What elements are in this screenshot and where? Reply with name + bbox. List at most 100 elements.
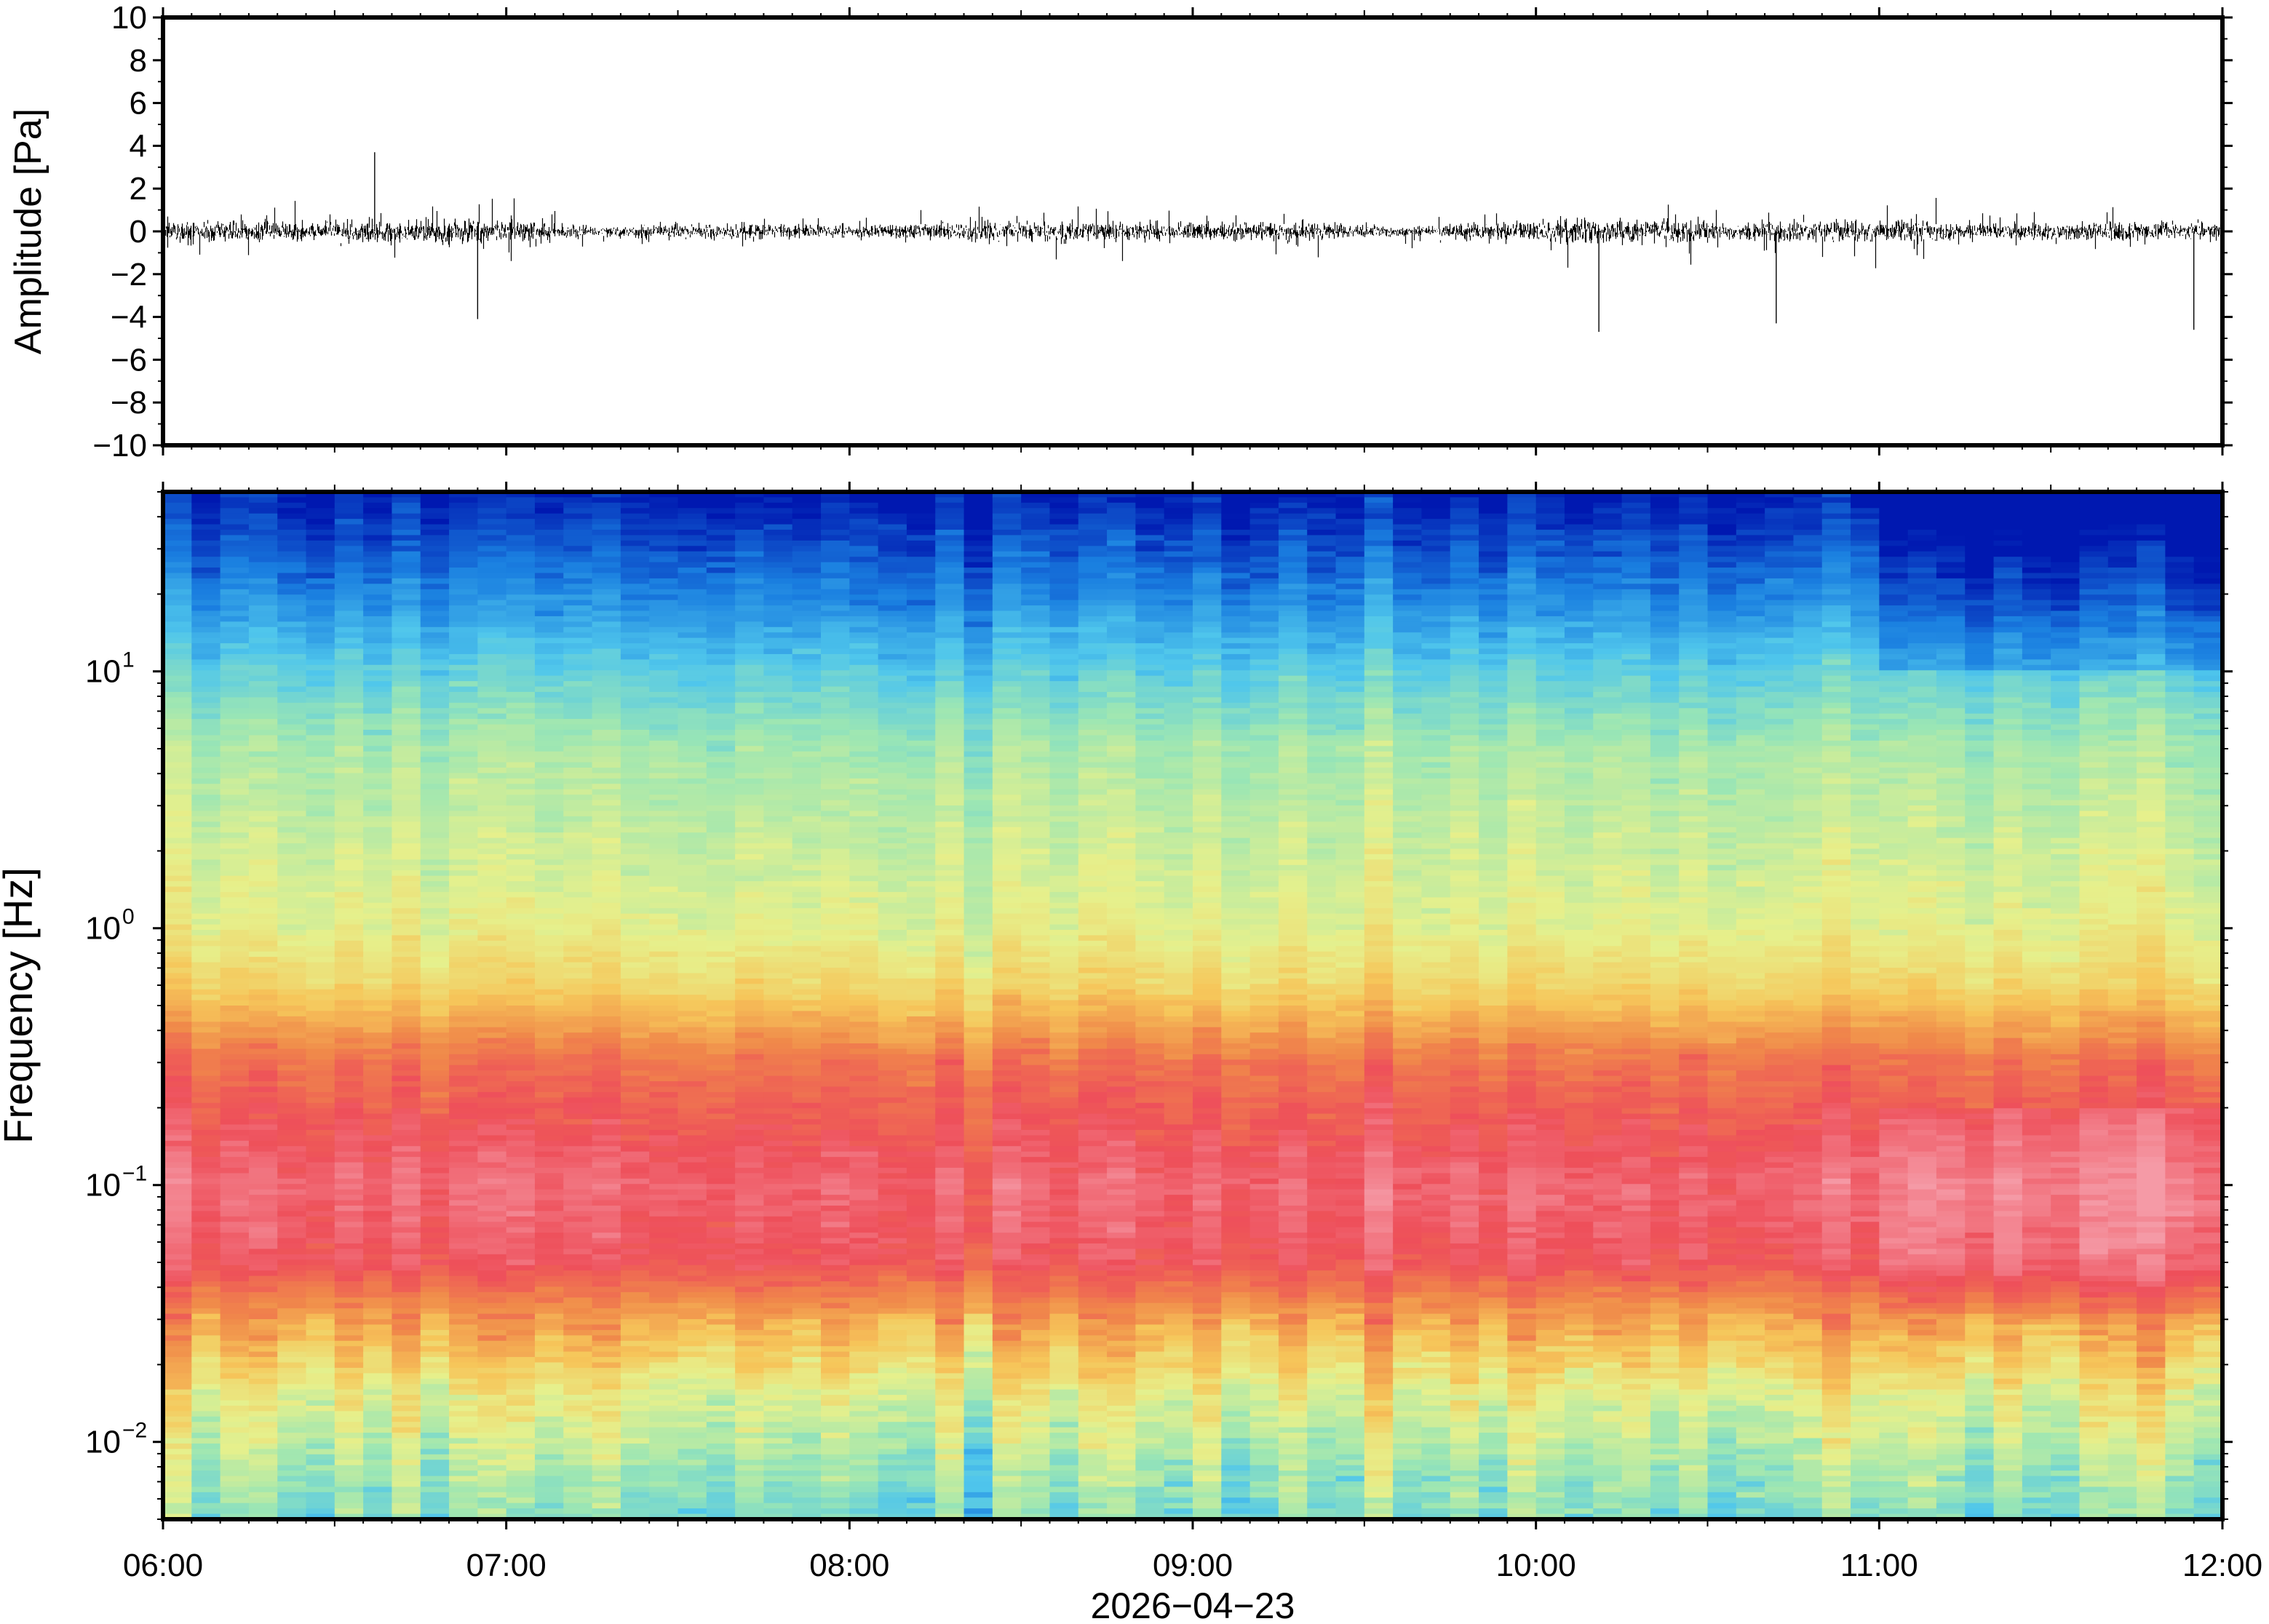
spectrogram-cell <box>763 919 793 926</box>
spectrogram-cell <box>792 1070 822 1077</box>
spectrogram-cell <box>163 1411 192 1417</box>
spectrogram-cell <box>534 1162 564 1169</box>
spectrogram-cell <box>392 729 421 736</box>
spectrogram-cell <box>277 1384 307 1390</box>
spectrogram-cell <box>649 568 679 574</box>
spectrogram-cell <box>220 610 250 617</box>
spectrogram-cell <box>620 557 650 563</box>
spectrogram-cell <box>449 702 478 709</box>
spectrogram-cell <box>620 935 650 942</box>
spectrogram-cell <box>763 664 793 671</box>
spectrogram-cell <box>592 870 621 877</box>
spectrogram-cell <box>420 1492 450 1498</box>
spectrogram-cell <box>849 1222 879 1228</box>
spectrogram-cell <box>191 1222 221 1228</box>
spectrogram-cell <box>592 1091 621 1098</box>
spectrogram-cell <box>420 1016 450 1022</box>
spectrogram-cell <box>163 967 192 974</box>
spectrogram-cell <box>163 1389 192 1396</box>
spectrogram-cell <box>563 913 593 920</box>
spectrogram-cell <box>477 616 507 622</box>
spectrogram-cell <box>763 1178 793 1185</box>
spectrogram-cell <box>677 816 707 822</box>
spectrogram-cell <box>706 891 736 898</box>
spectrogram-cell <box>649 913 679 920</box>
spectrogram-cell <box>792 686 822 693</box>
spectrogram-cell <box>534 957 564 963</box>
spectrogram-cell <box>706 1086 736 1093</box>
spectrogram-cell <box>763 578 793 584</box>
spectrogram-cell <box>163 875 192 882</box>
spectrogram-cell <box>477 821 507 828</box>
spectrogram-cell <box>363 1048 393 1055</box>
spectrogram-cell <box>191 751 221 757</box>
spectrogram-cell <box>792 973 822 979</box>
spectrogram-cell <box>677 1211 707 1217</box>
spectrogram-cell <box>392 1481 421 1488</box>
spectrogram-cell <box>792 800 822 806</box>
spectrogram-cell <box>191 697 221 704</box>
spectrogram-cell <box>191 1032 221 1039</box>
spectrogram-cell <box>449 1486 478 1493</box>
spectrogram-cell <box>392 1438 421 1444</box>
spectrogram-cell <box>506 1091 536 1098</box>
spectrogram-cell <box>334 843 364 850</box>
spectrogram-cell <box>392 978 421 984</box>
spectrogram-cell <box>392 1022 421 1028</box>
spectrogram-cell <box>163 1486 192 1493</box>
spectrogram-cell <box>620 1048 650 1055</box>
spectrogram-cell <box>821 832 850 839</box>
spectrogram-cell <box>821 573 850 579</box>
spectrogram-cell <box>306 995 335 1001</box>
spectrogram-cell <box>592 519 621 525</box>
spectrogram-cell <box>620 1027 650 1033</box>
spectrogram-cell <box>792 978 822 984</box>
spectrogram-cell <box>334 962 364 968</box>
spectrogram-cell <box>763 837 793 844</box>
spectrogram-cell <box>449 1281 478 1288</box>
spectrogram-cell <box>163 1081 192 1088</box>
spectrogram-cell <box>649 724 679 731</box>
spectrogram-cell <box>563 1173 593 1179</box>
spectrogram-cell <box>191 1449 221 1455</box>
spectrogram-cell <box>677 1195 707 1201</box>
spectrogram-cell <box>821 610 850 617</box>
spectrogram-cell <box>163 1492 192 1498</box>
spectrogram-cell <box>592 1324 621 1331</box>
spectrogram-cell <box>849 719 879 725</box>
spectrogram-cell <box>735 919 765 926</box>
spectrogram-cell <box>277 643 307 650</box>
spectrogram-cell <box>248 837 278 844</box>
spectrogram-cell <box>248 805 278 812</box>
spectrogram-cell <box>420 805 450 812</box>
spectrogram-cell <box>563 929 593 936</box>
spectrogram-cell <box>191 1200 221 1206</box>
spectrogram-cell <box>649 1302 679 1309</box>
spectrogram-cell <box>821 1151 850 1158</box>
spectrogram-cell <box>849 1319 879 1326</box>
spectrogram-cell <box>763 1324 793 1331</box>
spectrogram-cell <box>248 1308 278 1315</box>
spectrogram-cell <box>506 1006 536 1012</box>
spectrogram-cell <box>449 1032 478 1039</box>
spectrogram-cell <box>420 594 450 601</box>
spectrogram-cell <box>163 1233 192 1239</box>
spectrogram-cell <box>849 1043 879 1050</box>
spectrogram-cell <box>792 621 822 628</box>
spectrogram-cell <box>363 757 393 763</box>
spectrogram-cell <box>735 1427 765 1433</box>
spectrogram-cell <box>706 984 736 990</box>
spectrogram-cell <box>306 864 335 871</box>
spectrogram-cell <box>763 1211 793 1217</box>
spectrogram-cell <box>649 967 679 974</box>
spectrogram-cell <box>420 1222 450 1228</box>
spectrogram-cell <box>563 1011 593 1017</box>
spectrogram-cell <box>592 1286 621 1293</box>
spectrogram-cell <box>449 843 478 850</box>
spectrogram-cell <box>163 897 192 904</box>
spectrogram-cell <box>506 913 536 920</box>
spectrogram-cell <box>592 1389 621 1396</box>
spectrogram-cell <box>792 1129 822 1136</box>
spectrogram-cell <box>392 1486 421 1493</box>
spectrogram-cell <box>534 530 564 536</box>
